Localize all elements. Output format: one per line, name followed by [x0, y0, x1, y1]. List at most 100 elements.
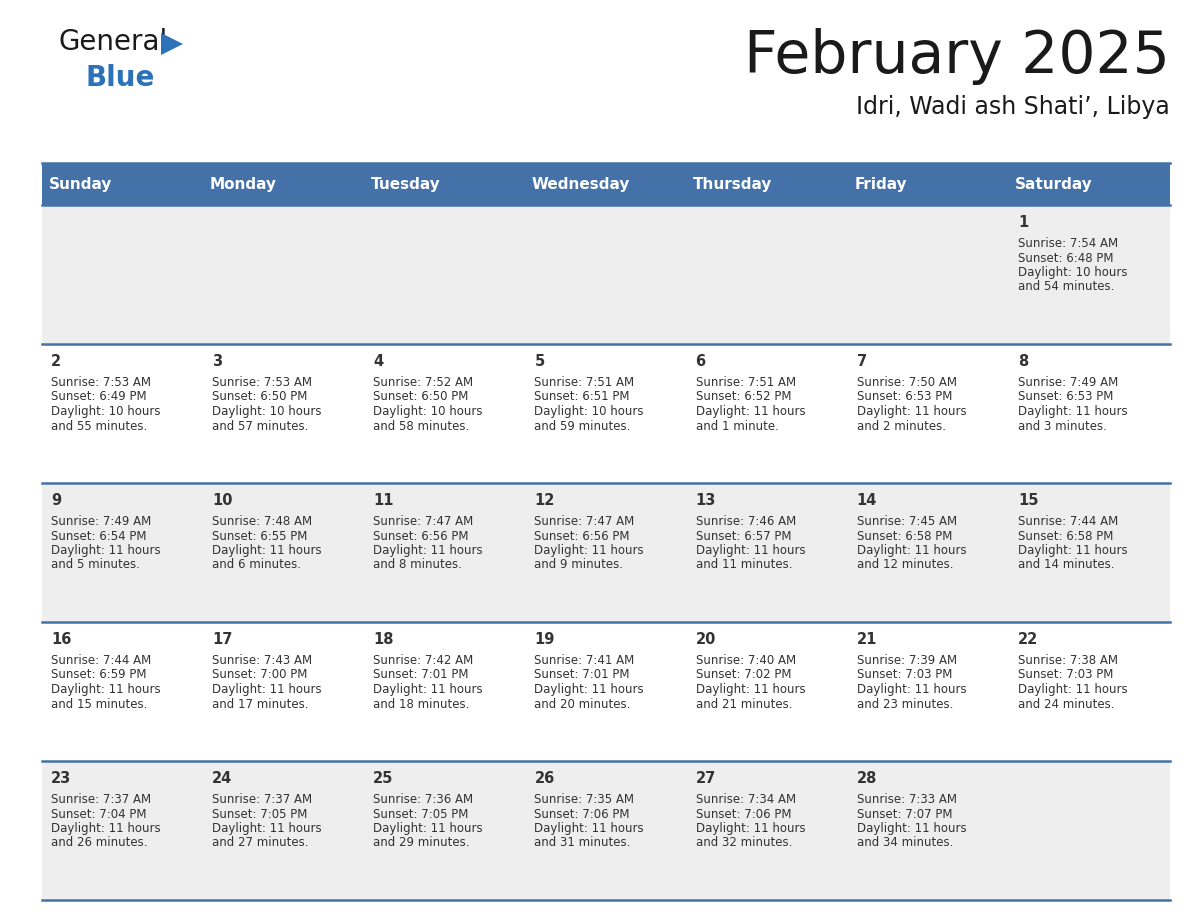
Text: and 5 minutes.: and 5 minutes. — [51, 558, 140, 572]
Text: and 34 minutes.: and 34 minutes. — [857, 836, 953, 849]
Text: Sunday: Sunday — [49, 176, 112, 192]
Text: and 55 minutes.: and 55 minutes. — [51, 420, 147, 432]
Text: Daylight: 10 hours: Daylight: 10 hours — [213, 405, 322, 418]
Text: Sunrise: 7:47 AM: Sunrise: 7:47 AM — [535, 515, 634, 528]
Text: Sunset: 6:58 PM: Sunset: 6:58 PM — [1018, 530, 1113, 543]
Text: 5: 5 — [535, 354, 544, 369]
Text: Thursday: Thursday — [693, 176, 772, 192]
Text: 18: 18 — [373, 632, 393, 647]
Text: and 6 minutes.: and 6 minutes. — [213, 558, 301, 572]
Text: and 8 minutes.: and 8 minutes. — [373, 558, 462, 572]
Text: Blue: Blue — [86, 64, 156, 92]
Text: and 59 minutes.: and 59 minutes. — [535, 420, 631, 432]
Text: 7: 7 — [857, 354, 867, 369]
Text: Sunrise: 7:50 AM: Sunrise: 7:50 AM — [857, 376, 956, 389]
Text: Sunrise: 7:53 AM: Sunrise: 7:53 AM — [51, 376, 151, 389]
Text: and 54 minutes.: and 54 minutes. — [1018, 281, 1114, 294]
Text: and 15 minutes.: and 15 minutes. — [51, 698, 147, 711]
Text: Sunrise: 7:45 AM: Sunrise: 7:45 AM — [857, 515, 956, 528]
Text: and 31 minutes.: and 31 minutes. — [535, 836, 631, 849]
Text: Sunrise: 7:36 AM: Sunrise: 7:36 AM — [373, 793, 473, 806]
Text: Sunrise: 7:38 AM: Sunrise: 7:38 AM — [1018, 654, 1118, 667]
Text: 3: 3 — [213, 354, 222, 369]
Text: Sunset: 7:06 PM: Sunset: 7:06 PM — [535, 808, 630, 821]
Text: Sunset: 6:53 PM: Sunset: 6:53 PM — [857, 390, 952, 404]
Text: Sunset: 6:55 PM: Sunset: 6:55 PM — [213, 530, 308, 543]
Text: Sunrise: 7:53 AM: Sunrise: 7:53 AM — [213, 376, 312, 389]
Text: and 29 minutes.: and 29 minutes. — [373, 836, 469, 849]
Text: 2: 2 — [51, 354, 61, 369]
Text: 8: 8 — [1018, 354, 1028, 369]
Text: Sunrise: 7:35 AM: Sunrise: 7:35 AM — [535, 793, 634, 806]
Text: Sunrise: 7:52 AM: Sunrise: 7:52 AM — [373, 376, 473, 389]
Text: 9: 9 — [51, 493, 61, 508]
Text: Sunrise: 7:47 AM: Sunrise: 7:47 AM — [373, 515, 474, 528]
Text: Daylight: 10 hours: Daylight: 10 hours — [535, 405, 644, 418]
Bar — [42, 761, 1170, 900]
Bar — [42, 622, 1170, 761]
Text: Sunrise: 7:51 AM: Sunrise: 7:51 AM — [695, 376, 796, 389]
Text: Sunset: 7:07 PM: Sunset: 7:07 PM — [857, 808, 953, 821]
Text: 24: 24 — [213, 771, 233, 786]
Text: Daylight: 11 hours: Daylight: 11 hours — [695, 683, 805, 696]
Text: 16: 16 — [51, 632, 71, 647]
Text: Daylight: 11 hours: Daylight: 11 hours — [51, 683, 160, 696]
Text: Daylight: 10 hours: Daylight: 10 hours — [1018, 266, 1127, 279]
Text: Sunrise: 7:39 AM: Sunrise: 7:39 AM — [857, 654, 956, 667]
Text: Sunset: 6:56 PM: Sunset: 6:56 PM — [373, 530, 469, 543]
Text: Sunset: 7:06 PM: Sunset: 7:06 PM — [695, 808, 791, 821]
Text: Daylight: 11 hours: Daylight: 11 hours — [1018, 405, 1127, 418]
Text: and 2 minutes.: and 2 minutes. — [857, 420, 946, 432]
Text: and 26 minutes.: and 26 minutes. — [51, 836, 147, 849]
Text: Daylight: 11 hours: Daylight: 11 hours — [51, 544, 160, 557]
Text: Sunrise: 7:48 AM: Sunrise: 7:48 AM — [213, 515, 312, 528]
Text: and 1 minute.: and 1 minute. — [695, 420, 778, 432]
Text: Sunset: 7:00 PM: Sunset: 7:00 PM — [213, 668, 308, 681]
Text: Daylight: 11 hours: Daylight: 11 hours — [373, 544, 482, 557]
Bar — [42, 483, 1170, 622]
Text: Sunset: 6:53 PM: Sunset: 6:53 PM — [1018, 390, 1113, 404]
Text: Sunset: 7:05 PM: Sunset: 7:05 PM — [213, 808, 308, 821]
Text: Idri, Wadi ash Shati’, Libya: Idri, Wadi ash Shati’, Libya — [857, 95, 1170, 119]
Text: Daylight: 11 hours: Daylight: 11 hours — [213, 544, 322, 557]
Text: Daylight: 11 hours: Daylight: 11 hours — [213, 822, 322, 835]
Text: 6: 6 — [695, 354, 706, 369]
Text: General: General — [58, 28, 168, 56]
Text: 15: 15 — [1018, 493, 1038, 508]
Text: and 23 minutes.: and 23 minutes. — [857, 698, 953, 711]
Text: Daylight: 11 hours: Daylight: 11 hours — [535, 822, 644, 835]
Text: and 18 minutes.: and 18 minutes. — [373, 698, 469, 711]
Text: and 21 minutes.: and 21 minutes. — [695, 698, 792, 711]
Text: Sunset: 6:48 PM: Sunset: 6:48 PM — [1018, 252, 1113, 264]
Text: Daylight: 11 hours: Daylight: 11 hours — [535, 683, 644, 696]
Text: Tuesday: Tuesday — [371, 176, 441, 192]
Text: 13: 13 — [695, 493, 716, 508]
Text: Daylight: 11 hours: Daylight: 11 hours — [213, 683, 322, 696]
Text: Saturday: Saturday — [1016, 176, 1093, 192]
Text: 23: 23 — [51, 771, 71, 786]
Text: 19: 19 — [535, 632, 555, 647]
Text: 4: 4 — [373, 354, 384, 369]
Text: Sunset: 6:54 PM: Sunset: 6:54 PM — [51, 530, 146, 543]
Text: Daylight: 11 hours: Daylight: 11 hours — [1018, 683, 1127, 696]
Text: Sunrise: 7:46 AM: Sunrise: 7:46 AM — [695, 515, 796, 528]
Text: 11: 11 — [373, 493, 393, 508]
Text: 25: 25 — [373, 771, 393, 786]
Text: Sunset: 7:01 PM: Sunset: 7:01 PM — [373, 668, 469, 681]
Text: Sunrise: 7:33 AM: Sunrise: 7:33 AM — [857, 793, 956, 806]
Text: Sunset: 7:03 PM: Sunset: 7:03 PM — [857, 668, 952, 681]
Text: Daylight: 11 hours: Daylight: 11 hours — [857, 544, 966, 557]
Text: Sunset: 6:49 PM: Sunset: 6:49 PM — [51, 390, 146, 404]
Text: and 58 minutes.: and 58 minutes. — [373, 420, 469, 432]
Text: Sunrise: 7:37 AM: Sunrise: 7:37 AM — [213, 793, 312, 806]
Text: Sunrise: 7:54 AM: Sunrise: 7:54 AM — [1018, 237, 1118, 250]
Text: 21: 21 — [857, 632, 877, 647]
Text: and 3 minutes.: and 3 minutes. — [1018, 420, 1107, 432]
Text: 20: 20 — [695, 632, 716, 647]
Text: and 12 minutes.: and 12 minutes. — [857, 558, 953, 572]
Text: Sunset: 6:51 PM: Sunset: 6:51 PM — [535, 390, 630, 404]
Text: Daylight: 11 hours: Daylight: 11 hours — [535, 544, 644, 557]
Polygon shape — [162, 33, 183, 55]
Text: Sunrise: 7:41 AM: Sunrise: 7:41 AM — [535, 654, 634, 667]
Text: Sunrise: 7:34 AM: Sunrise: 7:34 AM — [695, 793, 796, 806]
